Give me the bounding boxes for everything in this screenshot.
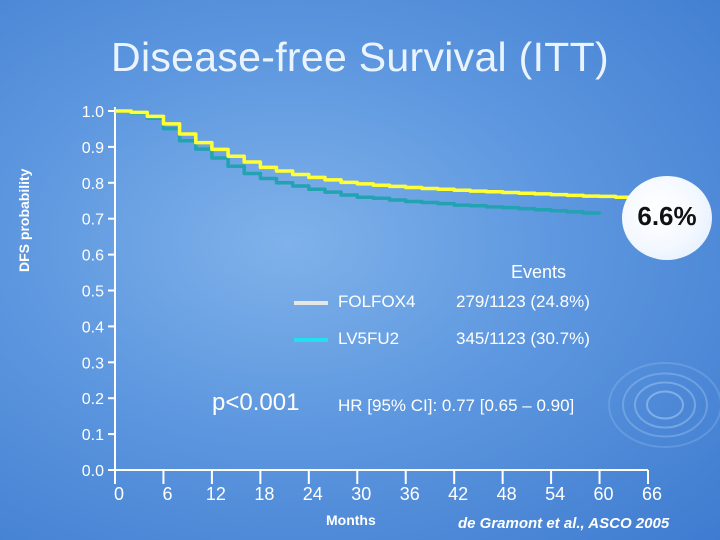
legend-events-folfox4: 279/1123 (24.8%) <box>456 292 590 311</box>
x-tick-label: 12 <box>206 484 226 504</box>
x-tick-label: 6 <box>162 484 172 504</box>
difference-badge: 6.6% <box>622 176 712 260</box>
legend-events-lv5fu2: 345/1123 (30.7%) <box>456 329 590 348</box>
difference-label: 6.6% <box>637 201 697 231</box>
x-tick-label: 54 <box>545 484 565 504</box>
legend-label-lv5fu2: LV5FU2 <box>338 329 400 348</box>
y-tick-label: 0.9 <box>82 140 104 157</box>
y-tick-label: 1.0 <box>82 104 104 121</box>
y-tick-label: 0.2 <box>82 391 104 408</box>
x-tick-label: 18 <box>254 484 274 504</box>
y-tick-label: 0.5 <box>82 284 104 301</box>
x-tick-label: 42 <box>448 484 468 504</box>
y-tick-label: 0.4 <box>82 319 104 336</box>
x-tick-label: 0 <box>114 484 124 504</box>
decor-ripple <box>622 372 708 438</box>
legend-label-folfox4: FOLFOX4 <box>338 292 416 311</box>
citation: de Gramont et al., ASCO 2005 <box>458 515 670 532</box>
x-tick-label: 30 <box>351 484 371 504</box>
legend-item-folfox4: FOLFOX4 279/1123 (24.8%) <box>294 291 634 315</box>
y-tick-label: 0.6 <box>82 248 104 265</box>
y-tick-label: 0.1 <box>82 427 104 444</box>
legend-swatch-folfox4 <box>294 301 328 305</box>
series-line-lv5fu2 <box>115 109 602 215</box>
legend-item-lv5fu2: LV5FU2 345/1123 (30.7%) <box>294 328 634 352</box>
chart-title: Disease-free Survival (ITT) <box>111 34 609 80</box>
y-tick-label: 0.8 <box>82 176 104 193</box>
p-value: p<0.001 <box>212 389 300 416</box>
x-tick-label: 24 <box>303 484 323 504</box>
x-tick-label: 60 <box>594 484 614 504</box>
decor-ripple <box>646 390 684 420</box>
y-tick-label: 0.3 <box>82 355 104 372</box>
decor-ripple <box>608 362 720 448</box>
decor-ripple <box>634 381 696 429</box>
legend-swatch-lv5fu2 <box>294 338 328 342</box>
x-tick-label: 48 <box>497 484 517 504</box>
y-axis-label: DFS probability <box>16 168 32 272</box>
series-line-folfox4 <box>115 109 650 200</box>
hazard-ratio: HR [95% CI]: 0.77 [0.65 – 0.90] <box>338 396 575 415</box>
y-tick-label: 0.7 <box>82 212 104 229</box>
x-axis-label: Months <box>326 512 376 528</box>
x-tick-label: 66 <box>642 484 662 504</box>
x-tick-label: 36 <box>400 484 420 504</box>
y-tick-label: 0.0 <box>82 463 104 480</box>
legend-title: Events <box>511 262 567 282</box>
